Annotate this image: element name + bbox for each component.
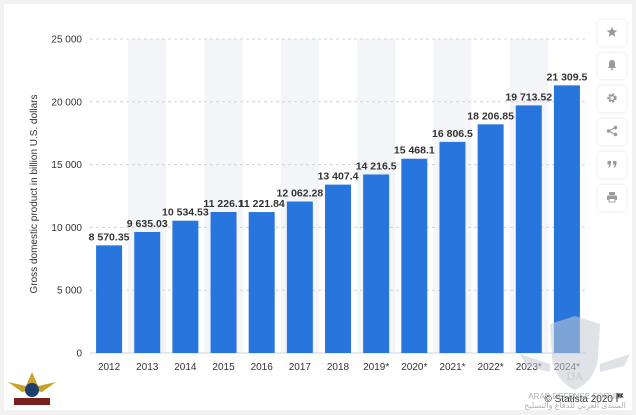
gear-icon xyxy=(606,92,618,107)
data-label: 8 570.35 xyxy=(89,231,130,243)
statista-credit[interactable]: © Statista 2020 xyxy=(544,393,624,405)
print-button[interactable] xyxy=(598,185,626,211)
x-tick-label: 2012 xyxy=(98,362,121,373)
y-tick-label: 15 000 xyxy=(51,160,82,171)
watermark-text-right: المنتدى العربي للدفاع والتسليح xyxy=(524,401,626,410)
star-icon xyxy=(606,26,618,41)
x-tick-labels: 2012 2013 2014 2015 2016 2017 2018 2019* 2020* 20… xyxy=(98,362,580,373)
watermark-text: ARAB DEFENSE FORUM المنتدى العربي للدفاع… xyxy=(520,392,630,410)
bar[interactable] xyxy=(401,158,428,353)
data-label: 19 713.52 xyxy=(505,91,552,103)
x-tick-label: 2013 xyxy=(136,362,159,373)
data-label: 18 206.85 xyxy=(467,110,514,122)
favorite-button[interactable] xyxy=(598,20,626,46)
bar[interactable] xyxy=(439,141,466,353)
y-tick-label: 0 xyxy=(76,349,82,360)
x-tick-label: 2019* xyxy=(363,362,389,373)
data-label: 11 221.84 xyxy=(239,198,285,210)
bar[interactable] xyxy=(172,220,199,353)
y-tick-label: 25 000 xyxy=(51,35,82,46)
bars xyxy=(96,85,580,354)
x-tick-label: 2021* xyxy=(439,362,465,373)
x-tick-label: 2015 xyxy=(212,362,235,373)
data-label: 16 806.5 xyxy=(432,128,473,140)
data-label: 13 407.4 xyxy=(318,171,359,183)
watermark-logo-left xyxy=(6,368,58,410)
data-label: 15 468.1 xyxy=(394,145,435,157)
data-label: 11 226.1 xyxy=(203,198,243,210)
bar[interactable] xyxy=(325,184,351,353)
x-tick-label: 2014 xyxy=(174,362,197,373)
watermark-logo-right: DA xyxy=(520,310,630,410)
x-tick-label: 2022* xyxy=(478,362,504,373)
x-tick-label: 2020* xyxy=(401,362,427,373)
cite-button[interactable] xyxy=(598,152,626,178)
bar[interactable] xyxy=(286,201,313,353)
x-tick-label: 2017 xyxy=(289,362,312,373)
y-tick-label: 10 000 xyxy=(51,223,82,234)
x-tick-label: 2016 xyxy=(251,362,274,373)
notification-button[interactable] xyxy=(598,53,626,79)
data-label: 21 309.5 xyxy=(546,71,587,83)
data-label: 9 635.03 xyxy=(127,218,168,230)
bar[interactable] xyxy=(363,174,390,353)
bar[interactable] xyxy=(553,85,580,354)
bar[interactable] xyxy=(210,212,237,353)
bar[interactable] xyxy=(477,124,504,353)
data-label: 10 534.53 xyxy=(162,207,209,219)
share-button[interactable] xyxy=(598,119,626,145)
quote-icon xyxy=(606,158,618,173)
settings-button[interactable] xyxy=(598,86,626,112)
bar[interactable] xyxy=(515,105,542,353)
y-tick-label: 5 000 xyxy=(57,286,82,297)
bar[interactable] xyxy=(96,245,123,353)
credit-text: © Statista 2020 xyxy=(544,393,613,405)
y-tick-labels: 0 5 000 10 000 15 000 20 000 25 000 xyxy=(51,35,82,360)
y-tick-label: 20 000 xyxy=(51,97,82,108)
data-label: 14 216.5 xyxy=(356,160,397,172)
flag-icon xyxy=(616,393,624,405)
share-icon xyxy=(606,125,618,140)
bar[interactable] xyxy=(248,212,275,353)
toolbar xyxy=(598,20,626,211)
x-tick-label: 2018 xyxy=(327,362,350,373)
bar[interactable] xyxy=(134,231,161,353)
y-axis-title: Gross domestic product in billion U.S. d… xyxy=(29,95,40,294)
x-tick-label: 2023* xyxy=(516,362,542,373)
chart-card: 8 570.35 9 635.03 10 534.53 11 226.1 11 221.… xyxy=(4,4,632,410)
bell-icon xyxy=(606,59,618,74)
watermark-text-left: ARAB DEFENSE FORUM xyxy=(528,392,622,401)
print-icon xyxy=(606,191,618,206)
svg-text:DA: DA xyxy=(566,369,584,383)
data-label: 12 062.28 xyxy=(276,187,323,199)
